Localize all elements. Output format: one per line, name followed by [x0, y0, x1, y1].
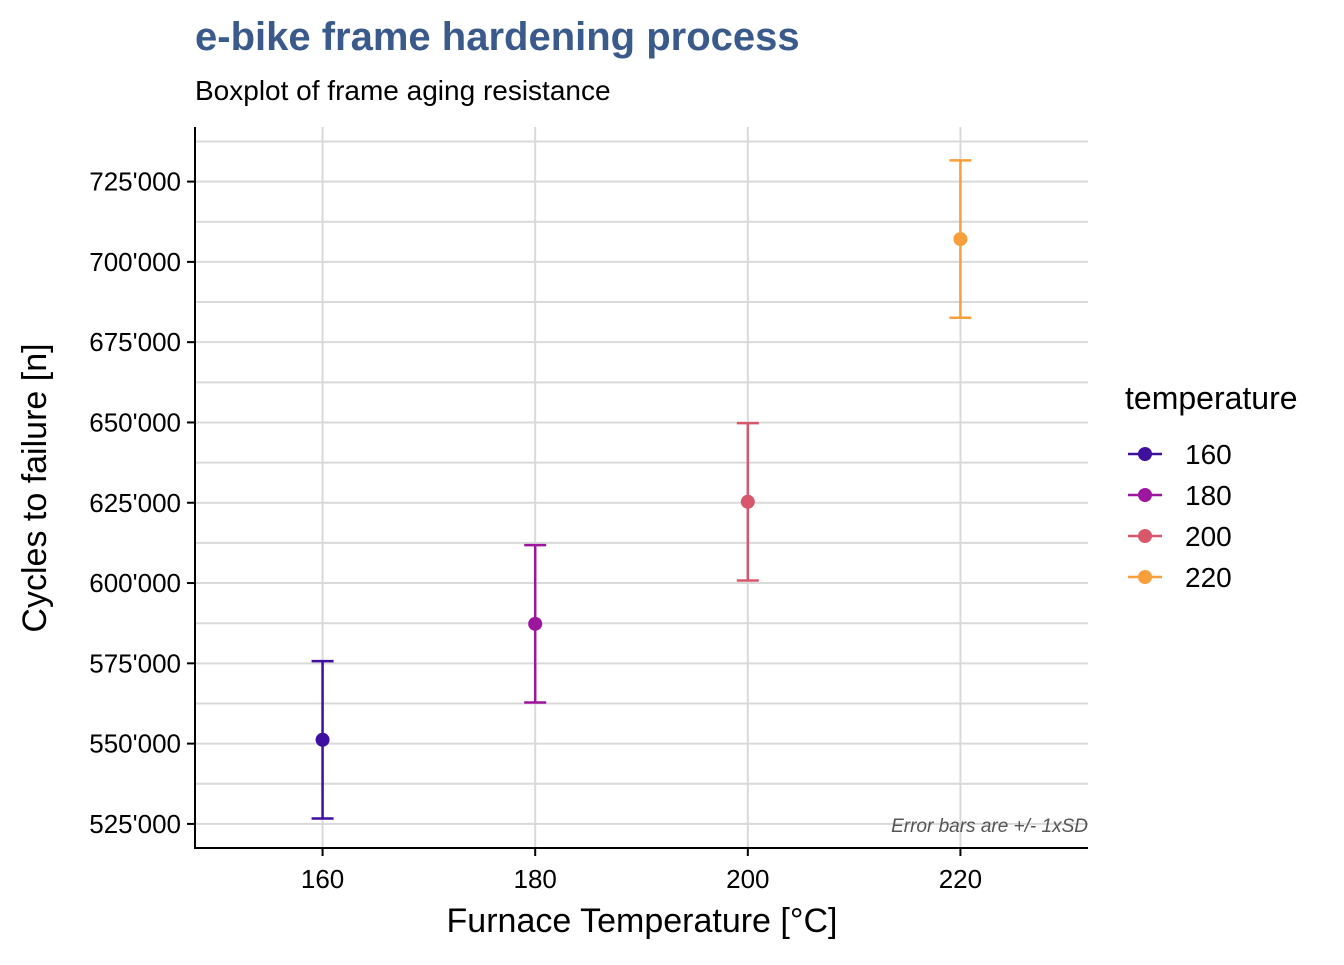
y-ticks: 525'000 550'000 575'000 600'000 625'000 650'0… [89, 167, 195, 839]
legend-key-point [1138, 529, 1152, 543]
y-tick-label: 575'000 [89, 648, 181, 678]
legend-items: 160 180 200 220 [1128, 439, 1232, 593]
y-tick-label: 700'000 [89, 247, 181, 277]
x-axis-label: Furnace Temperature [°C] [447, 902, 838, 940]
legend-key-point [1138, 447, 1152, 461]
legend-label: 160 [1185, 439, 1232, 470]
data-marks [311, 159, 972, 820]
chart-title: e-bike frame hardening process [195, 15, 800, 59]
x-tick-label: 200 [726, 864, 769, 894]
legend: temperature 160 180 200 220 [1125, 380, 1298, 593]
legend-key-point [1138, 570, 1152, 584]
legend-label: 200 [1185, 521, 1232, 552]
caption: Error bars are +/- 1xSD [891, 816, 1088, 837]
grid-lines [195, 127, 1088, 848]
legend-label: 180 [1185, 480, 1232, 511]
x-tick-label: 180 [513, 864, 556, 894]
data-point-200 [740, 494, 755, 509]
y-tick-label: 625'000 [89, 488, 181, 518]
y-tick-label: 675'000 [89, 327, 181, 357]
y-tick-label: 525'000 [89, 809, 181, 839]
y-axis-label: Cycles to failure [n] [16, 343, 54, 632]
legend-title: temperature [1125, 380, 1298, 416]
x-tick-label: 160 [301, 864, 344, 894]
chart-subtitle: Boxplot of frame aging resistance [195, 75, 611, 106]
data-point-160 [315, 732, 330, 747]
legend-key-point [1138, 488, 1152, 502]
y-tick-label: 550'000 [89, 729, 181, 759]
y-tick-label: 650'000 [89, 407, 181, 437]
x-ticks: 160 180 200 220 [301, 848, 982, 894]
x-tick-label: 220 [939, 864, 982, 894]
data-point-220 [953, 232, 968, 247]
data-point-180 [528, 616, 543, 631]
legend-label: 220 [1185, 562, 1232, 593]
y-tick-label: 600'000 [89, 568, 181, 598]
axes [194, 127, 1088, 849]
y-tick-label: 725'000 [89, 167, 181, 197]
